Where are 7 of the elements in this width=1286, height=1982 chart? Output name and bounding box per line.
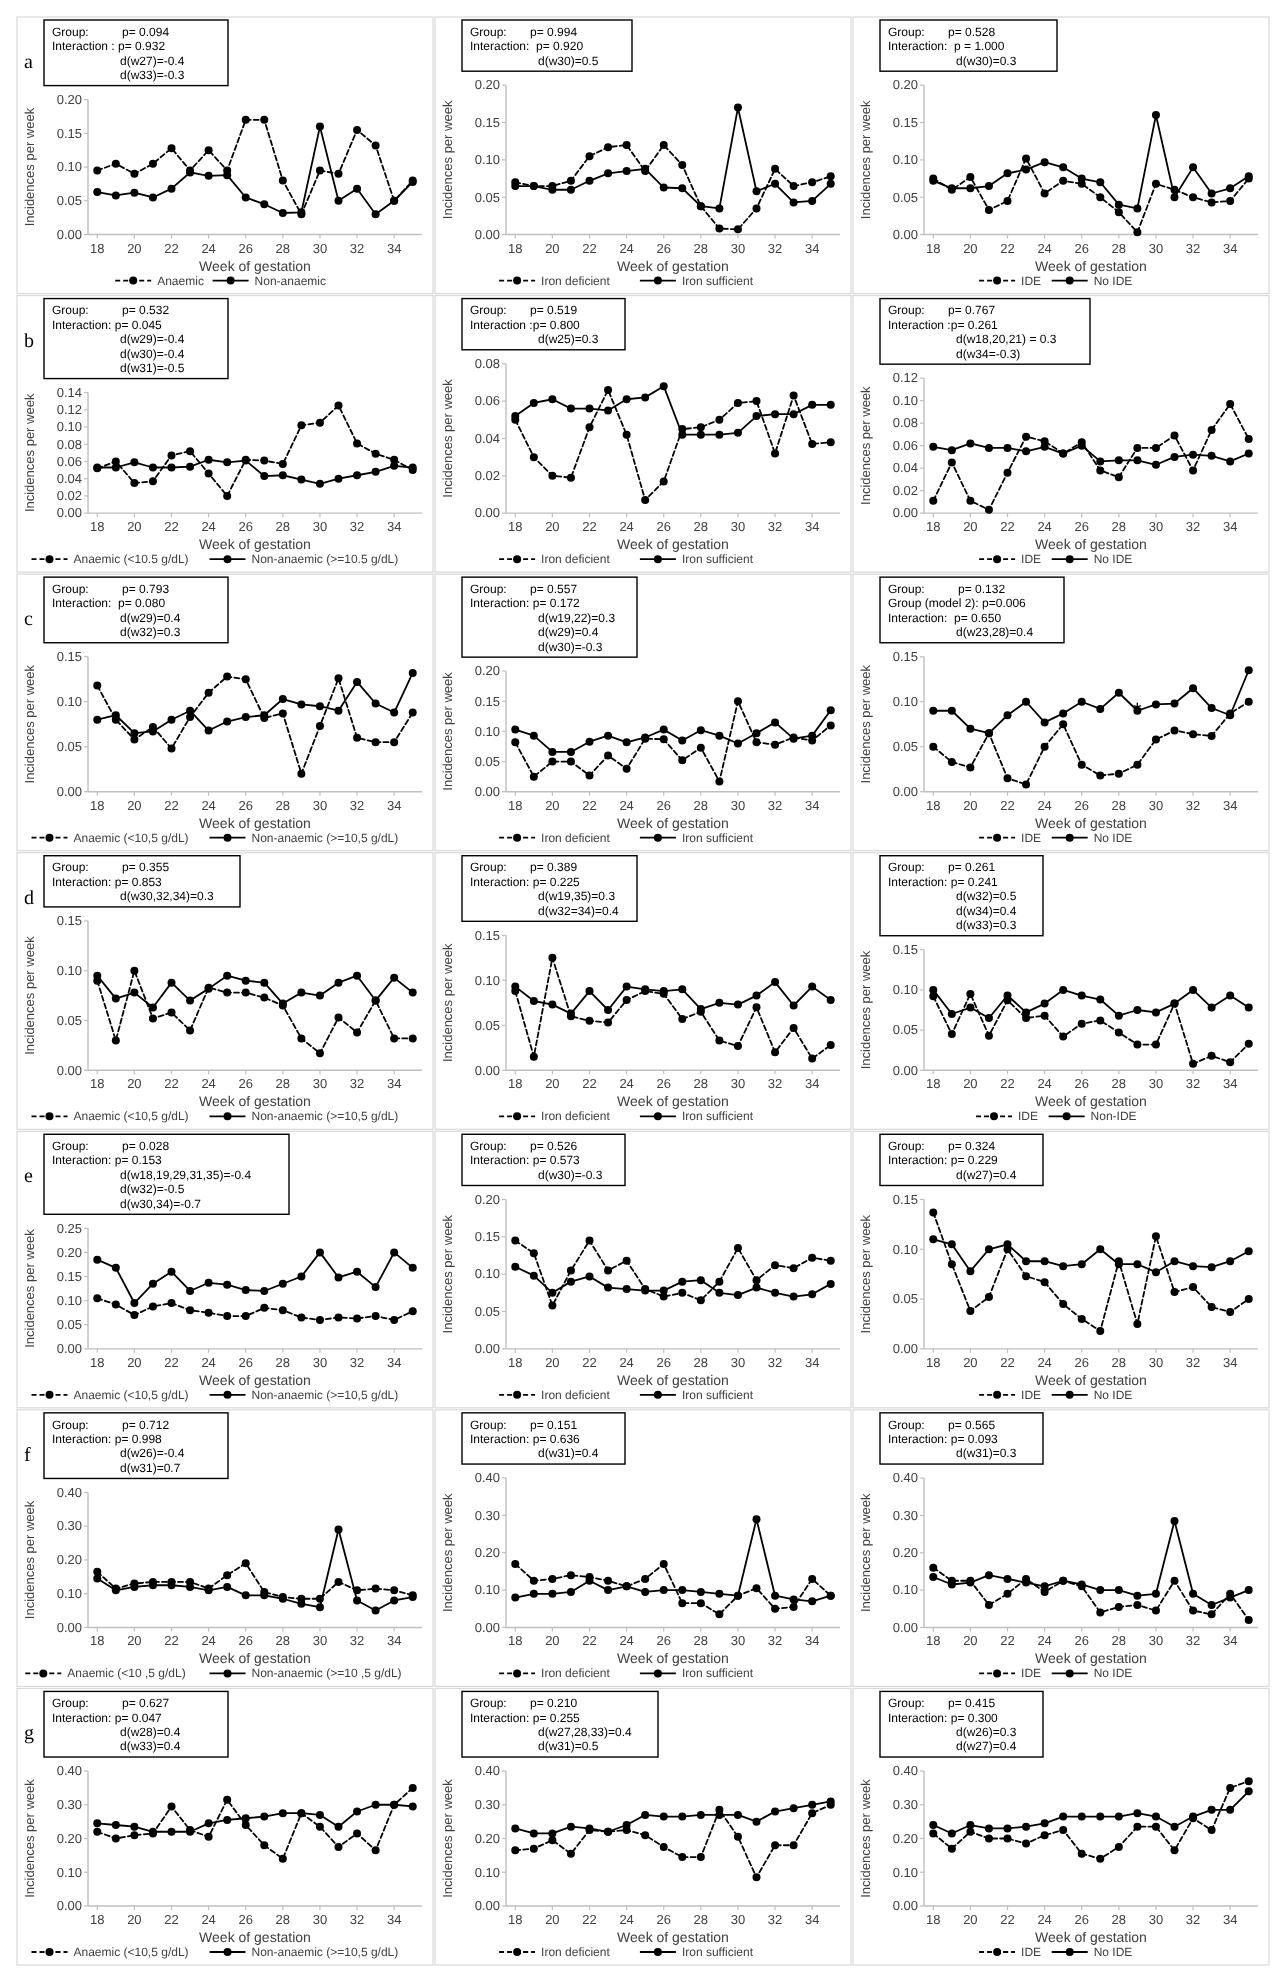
chart-title: c <box>24 609 34 632</box>
chart-title: d <box>24 887 34 910</box>
chart-title: b <box>24 330 34 353</box>
chart-title: a <box>24 52 34 74</box>
chart-title: e <box>24 1166 34 1189</box>
chart-title: f <box>24 1444 32 1467</box>
chart-title: g <box>24 1723 34 1746</box>
